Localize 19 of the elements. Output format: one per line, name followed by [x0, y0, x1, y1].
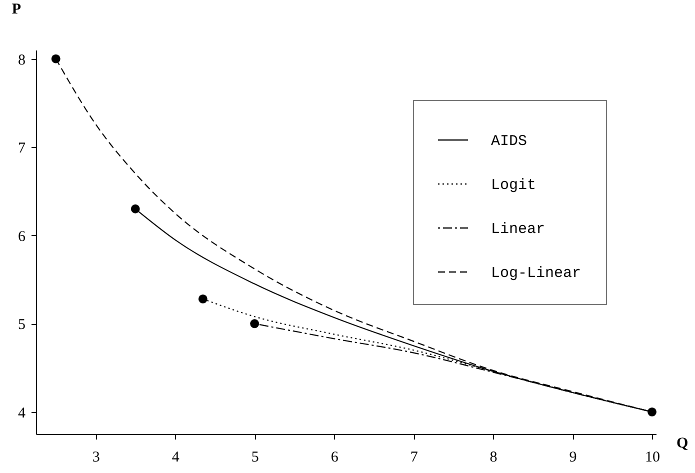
y-tick-label: 4	[18, 405, 26, 422]
x-tick-label: 5	[251, 450, 259, 466]
x-tick-label: 4	[172, 450, 180, 466]
x-tick-label: 3	[92, 450, 100, 466]
legend-label: AIDS	[491, 133, 528, 150]
y-tick-label: 7	[18, 140, 26, 157]
x-tick-label: 10	[645, 450, 660, 466]
x-axis-title: Q	[676, 436, 688, 452]
y-tick-label: 8	[18, 52, 26, 68]
y-tick-label: 5	[18, 317, 26, 334]
x-tick-label: 7	[410, 450, 418, 466]
x-tick-label: 9	[569, 450, 577, 466]
y-axis-title: P	[12, 2, 22, 18]
x-tick-label: 8	[490, 450, 498, 466]
legend-label: Logit	[491, 177, 536, 194]
y-tick-label: 6	[18, 228, 26, 245]
legend-label: Log-Linear	[491, 265, 582, 282]
x-tick-label: 6	[330, 450, 339, 466]
legend-label: Linear	[491, 221, 546, 238]
